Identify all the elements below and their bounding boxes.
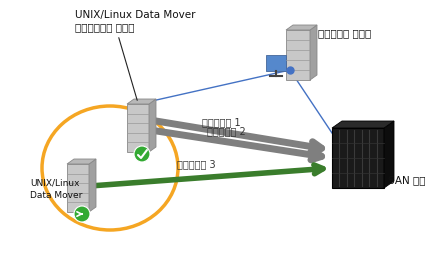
Text: ストリーム 1: ストリーム 1 bbox=[202, 117, 240, 127]
Polygon shape bbox=[266, 55, 286, 71]
Polygon shape bbox=[67, 159, 96, 164]
Polygon shape bbox=[127, 99, 156, 104]
Polygon shape bbox=[89, 159, 96, 212]
Polygon shape bbox=[332, 121, 394, 128]
Polygon shape bbox=[286, 30, 310, 80]
Circle shape bbox=[74, 206, 90, 222]
Circle shape bbox=[134, 146, 150, 162]
Polygon shape bbox=[384, 121, 394, 188]
Polygon shape bbox=[310, 25, 317, 80]
Polygon shape bbox=[127, 104, 149, 152]
Polygon shape bbox=[149, 99, 156, 152]
Text: UNIX/Linux Data Mover: UNIX/Linux Data Mover bbox=[75, 10, 196, 20]
Text: ストリーム 3: ストリーム 3 bbox=[177, 159, 215, 169]
Polygon shape bbox=[332, 128, 384, 188]
Text: ストリーム 2: ストリーム 2 bbox=[207, 126, 245, 136]
Text: UNIX/Linux: UNIX/Linux bbox=[30, 178, 79, 188]
Text: バックアップ ジョブ: バックアップ ジョブ bbox=[75, 22, 134, 32]
Text: プライマリ サーバ: プライマリ サーバ bbox=[318, 28, 371, 38]
Text: Data Mover: Data Mover bbox=[30, 191, 82, 200]
Text: SAN テープ ライブラリ: SAN テープ ライブラリ bbox=[388, 175, 425, 185]
Polygon shape bbox=[67, 164, 89, 212]
Polygon shape bbox=[286, 25, 317, 30]
